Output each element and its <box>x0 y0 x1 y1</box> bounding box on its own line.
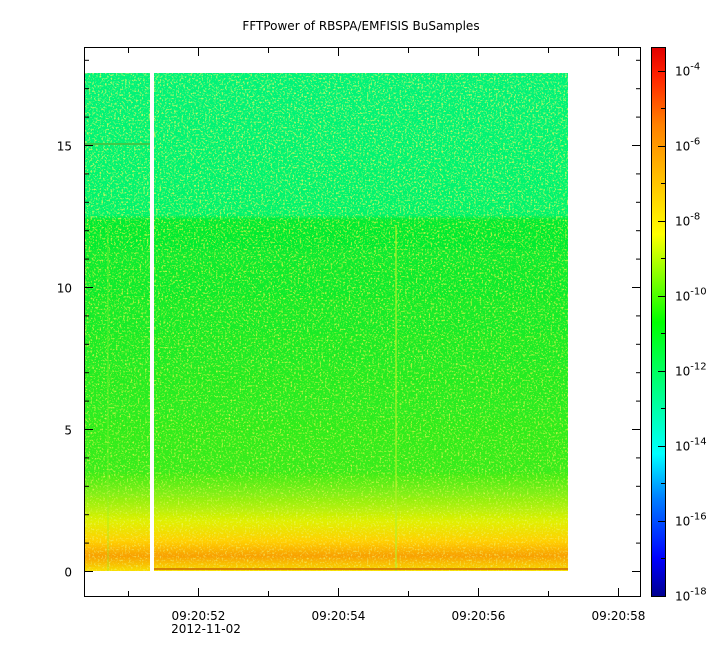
colorbar-tick-base: 10 <box>675 590 690 604</box>
colorbar-tick-exponent: -8 <box>690 212 700 223</box>
spectrogram-block-right <box>154 73 568 571</box>
colorbar-tick-label: 10-12 <box>675 362 707 379</box>
colorbar-tick-base: 10 <box>675 65 690 79</box>
colorbar-tick-exponent: -10 <box>690 287 706 298</box>
colorbar-tick-base: 10 <box>675 290 690 304</box>
x-tick-label: 09:20:52 <box>172 609 226 623</box>
colorbar-tick-exponent: -12 <box>690 362 706 373</box>
colorbar-tick-exponent: -18 <box>690 587 706 598</box>
colorbar-tick-exponent: -16 <box>690 512 706 523</box>
colorbar-tick-base: 10 <box>675 215 690 229</box>
colorbar-tick-base: 10 <box>675 440 690 454</box>
x-tick-label: 09:20:56 <box>452 609 506 623</box>
x-tick-label: 09:20:58 <box>592 609 646 623</box>
y-axis: 0 5 10 15 <box>57 59 640 580</box>
colorbar-tick-exponent: -14 <box>690 437 706 448</box>
chart-title: FFTPower of RBSPA/EMFISIS BuSamples <box>242 19 479 33</box>
data-gap <box>150 73 154 571</box>
colorbar-tick-exponent: -6 <box>690 137 700 148</box>
spectrogram-block-left <box>85 73 150 571</box>
spectrogram-image <box>85 73 568 571</box>
y-tick-label: 0 <box>64 566 72 580</box>
y-tick-label: 15 <box>57 140 72 154</box>
colorbar-tick-base: 10 <box>675 365 690 379</box>
y-tick-label: 10 <box>57 282 72 296</box>
y-tick-label: 5 <box>64 424 72 438</box>
colorbar-tick-label: 10-16 <box>675 512 707 529</box>
colorbar-tick-label: 10-14 <box>675 437 707 454</box>
x-tick-label: 09:20:54 <box>312 609 366 623</box>
colorbar-tick-base: 10 <box>675 140 690 154</box>
colorbar-tick-label: 10-18 <box>675 587 707 604</box>
colorbar-tick-label: 10-8 <box>675 212 700 229</box>
colorbar <box>651 47 666 597</box>
x-axis-date-label: 2012-11-02 <box>171 622 241 636</box>
colorbar-tick-label: 10-6 <box>675 137 700 154</box>
colorbar-tick-label: 10-10 <box>675 287 707 304</box>
x-axis: 09:20:52 09:20:54 09:20:56 09:20:58 <box>128 48 646 623</box>
colorbar-tick-base: 10 <box>675 515 690 529</box>
colorbar-tick-exponent: -4 <box>690 62 700 73</box>
colorbar-tick-label: 10-4 <box>675 62 700 79</box>
